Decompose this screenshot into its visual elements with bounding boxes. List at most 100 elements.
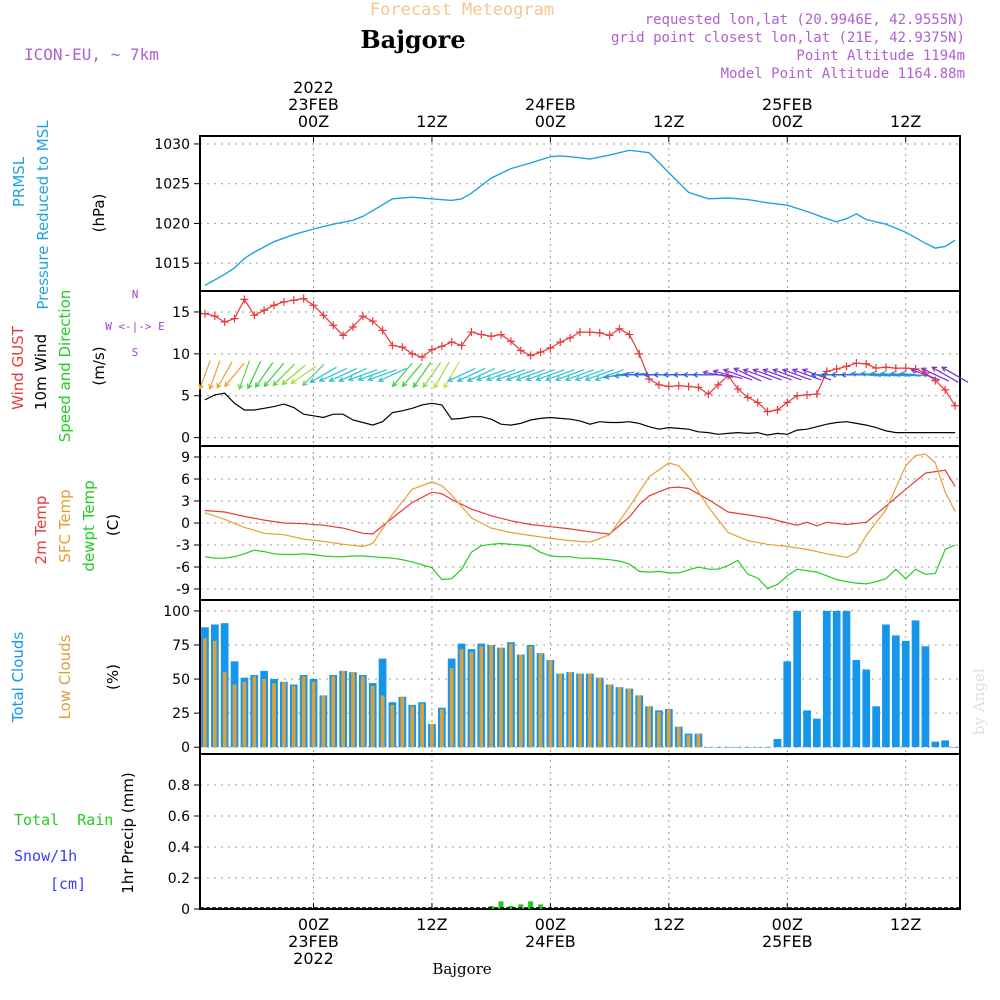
time-label-top: 00Z bbox=[535, 112, 566, 131]
low-cloud-bar bbox=[203, 638, 207, 748]
p3-label-2m: 2m Temp bbox=[32, 496, 50, 565]
total-cloud-bar bbox=[951, 747, 959, 748]
gust-marker bbox=[566, 333, 575, 342]
gust-marker bbox=[812, 390, 821, 399]
wind-arrow bbox=[216, 361, 233, 389]
ytick-label: 0.8 bbox=[168, 778, 190, 794]
low-cloud-bar bbox=[568, 672, 572, 748]
p4-label-low: Low Clouds bbox=[56, 634, 74, 719]
time-label-top: 12Z bbox=[890, 112, 921, 131]
wind-arrow bbox=[443, 361, 460, 389]
gust-marker bbox=[605, 331, 614, 340]
ytick-label: 1015 bbox=[154, 256, 190, 272]
gust-marker bbox=[368, 317, 377, 326]
gust-marker bbox=[822, 367, 831, 376]
rain-bar bbox=[528, 901, 534, 910]
gust-marker bbox=[536, 348, 545, 357]
gust-marker bbox=[477, 330, 486, 339]
ytick-label: 75 bbox=[172, 638, 190, 654]
p5-label-snow: Snow/1h bbox=[14, 847, 77, 865]
wind-arrow bbox=[495, 369, 526, 382]
gust-marker bbox=[279, 297, 288, 306]
gust-marker bbox=[595, 328, 604, 337]
ytick-label: 9 bbox=[181, 450, 190, 466]
low-cloud-bar bbox=[252, 676, 257, 748]
gust-marker bbox=[684, 382, 693, 391]
low-cloud-bar bbox=[499, 647, 503, 748]
wind-arrow bbox=[931, 366, 959, 383]
watermark: by Angel bbox=[970, 668, 988, 735]
low-cloud-bar bbox=[587, 673, 592, 748]
wind-arrow bbox=[879, 370, 911, 377]
wind-arrow bbox=[781, 368, 812, 381]
low-cloud-bar bbox=[341, 670, 345, 748]
total-cloud-bar bbox=[743, 747, 752, 748]
low-cloud-bar bbox=[528, 646, 533, 748]
gust-marker bbox=[329, 321, 338, 330]
p3-label-dewpt: dewpt Temp bbox=[80, 480, 98, 571]
low-cloud-bar bbox=[558, 673, 563, 748]
p2-label-dir: Speed and Direction bbox=[56, 290, 74, 443]
gust-marker bbox=[299, 294, 308, 303]
wind-arrow bbox=[613, 372, 645, 379]
low-cloud-bar bbox=[410, 706, 415, 748]
gust-marker bbox=[556, 338, 565, 347]
total-cloud-bar bbox=[901, 640, 910, 748]
p4-label-total: Total Clouds bbox=[9, 632, 27, 724]
low-cloud-bar bbox=[390, 704, 395, 748]
low-cloud-bar bbox=[430, 724, 434, 748]
time-label-top: 25FEB bbox=[762, 95, 813, 114]
p2-label-gust: Wind GUST bbox=[9, 325, 27, 410]
time-label-top: 24FEB bbox=[525, 95, 576, 114]
p5-unit: 1hr Precip (mm) bbox=[119, 772, 137, 893]
gust-marker bbox=[941, 385, 950, 394]
p3-unit: (C) bbox=[104, 514, 122, 536]
wind-arrow bbox=[574, 369, 605, 382]
total-cloud-bar bbox=[724, 747, 732, 748]
low-cloud-bar bbox=[597, 677, 602, 748]
low-cloud-bar bbox=[627, 688, 632, 748]
time-label-top: 2022 bbox=[293, 78, 334, 97]
gust-marker bbox=[339, 331, 348, 340]
p5-label-cm: [cm] bbox=[50, 875, 86, 893]
p1-label-desc: Pressure Reduced to MSL bbox=[34, 120, 52, 310]
ytick-label: 0.2 bbox=[168, 871, 190, 887]
low-cloud-bar bbox=[360, 676, 365, 748]
ytick-label: 100 bbox=[163, 604, 190, 620]
wind-arrow bbox=[762, 368, 792, 381]
wind-arrow bbox=[254, 362, 274, 389]
gust-marker bbox=[664, 382, 673, 391]
wind-arrow bbox=[869, 370, 901, 377]
total-cloud-bar bbox=[793, 610, 801, 748]
gust-marker bbox=[714, 380, 723, 389]
gust-marker bbox=[516, 346, 525, 355]
gust-marker bbox=[674, 381, 683, 390]
total-cloud-bar bbox=[832, 610, 841, 748]
gust-marker bbox=[358, 312, 367, 321]
compass-s: S bbox=[132, 346, 139, 359]
gust-marker bbox=[743, 393, 752, 402]
low-cloud-bar bbox=[351, 672, 355, 748]
gust-marker bbox=[763, 407, 772, 416]
time-label-top: 12Z bbox=[653, 112, 684, 131]
time-label-top: 00Z bbox=[298, 112, 329, 131]
low-cloud-bar bbox=[291, 685, 296, 748]
wind-arrow bbox=[554, 369, 585, 382]
low-cloud-bar bbox=[400, 696, 405, 748]
p1-label-prmsl: PRMSL bbox=[10, 156, 28, 207]
ytick-label: 25 bbox=[172, 706, 190, 722]
gust-marker bbox=[901, 364, 910, 373]
wind-arrow bbox=[328, 367, 357, 382]
ytick-label: -3 bbox=[176, 538, 190, 554]
time-label-top: 23FEB bbox=[288, 95, 339, 114]
gust-marker bbox=[270, 301, 279, 310]
wind-arrow bbox=[584, 369, 615, 382]
wind-arrow bbox=[247, 360, 262, 390]
time-label-bottom: 12Z bbox=[890, 915, 921, 934]
point-altitude: Point Altitude 1194m bbox=[796, 48, 965, 64]
requested-coords: requested lon,lat (20.9946E, 42.9555N) bbox=[645, 12, 965, 28]
wind-arrow bbox=[515, 369, 545, 382]
wind-arrow bbox=[357, 369, 388, 382]
wind-arrow bbox=[485, 369, 516, 382]
gust-marker bbox=[526, 351, 535, 360]
